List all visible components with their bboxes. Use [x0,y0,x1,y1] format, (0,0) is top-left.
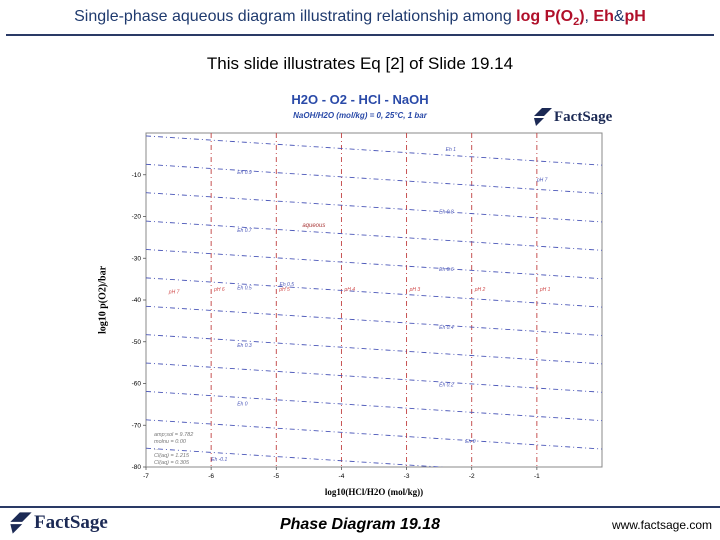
legend-line: molnu = 0.00 [154,439,186,445]
eh-line-label: Eh 0.7 [237,228,252,234]
header-rule [6,34,714,36]
legend-line: ... [154,446,159,452]
line-label: pH 7 [536,177,548,183]
legend-line: Cl(aq) = 1.215 [154,453,190,459]
footer-url[interactable]: www.factsage.com [611,518,712,532]
plot-legend-notes: amp;sol = 9.782 molnu = 0.00 ... Cl(aq) … [154,432,224,467]
legend-line: amp;sol = 9.782 [154,432,194,438]
eh-line-label: Eh 0.4 [439,325,454,331]
eh-line-label: Eh 0.2 [439,382,454,388]
eh-line-label: Eh 0.9 [237,170,252,176]
factsage-logo-icon [534,108,552,126]
x-tick-label: -6 [208,473,214,480]
eh-line-label: Eh 0 [465,439,476,445]
eh-line-label: Eh 0.8 [439,210,454,216]
eh-line [146,334,602,365]
y-axis-label: log10 p(O2)/bar [97,265,109,335]
factsage-logo-text: FactSage [554,108,613,125]
eh-line-label: Eh 0.3 [237,343,252,349]
y-tick-label: -70 [132,422,142,429]
eh-line [146,277,602,308]
y-tick-label: -60 [132,381,142,388]
footer-rule [0,506,720,508]
title-highlight-ph: pH [624,8,646,25]
factsage-logo-top: FactSage [532,106,612,128]
eh-line [146,220,602,251]
eh-line [146,419,602,450]
x-tick-label: -3 [404,473,410,480]
footer-title: Phase Diagram 19.18 [279,516,441,533]
eh-line-label: Eh 1 [446,147,457,153]
y-tick-label: -10 [132,172,142,179]
plot-title: H2O - O2 - HCl - NaOH [291,92,429,107]
x-tick-label: -1 [534,473,540,480]
eh-line [146,305,602,336]
factsage-logo-text: FactSage [34,512,108,533]
ph-line-label: pH 7 [168,290,180,296]
ph-line-label: pH 2 [474,287,486,293]
ph-line-label: pH 6 [213,287,225,293]
eh-line-label: Eh 0.6 [439,267,454,273]
y-tick-label: -20 [132,214,142,221]
x-tick-label: -2 [469,473,475,480]
eh-line [146,249,602,280]
factsage-logo-footer: FactSage [8,510,108,536]
x-axis-label: log10(HCl/H2O (mol/kg)) [324,487,424,497]
ph-line-label: pH 3 [409,287,421,293]
title-highlight-po2: log P(O2) [516,8,585,29]
x-tick-label: -4 [339,473,345,480]
slide-title: Single-phase aqueous diagram illustratin… [74,8,646,29]
eh-line-label: Eh 0 [237,402,248,408]
eh-line [146,362,602,393]
slide-subtitle: This slide illustrates Eq [2] of Slide 1… [206,54,514,73]
region-label: aqueous [302,223,325,229]
line-label: Eh 0.5 [280,282,295,288]
plot-frame [145,132,603,468]
ph-line-label: pH 4 [343,287,355,293]
slide-header: Single-phase aqueous diagram illustratin… [0,0,720,36]
plot-conditions: NaOH/H2O (mol/kg) = 0, 25°C, 1 bar [293,111,427,120]
eh-line [146,163,602,194]
y-tick-label: -30 [132,255,142,262]
eh-line [146,135,602,166]
x-tick-label: -7 [143,473,149,480]
x-tick-label: -5 [273,473,279,480]
eh-line-label: Eh -0.1 [211,457,227,463]
title-highlight-eh: Eh [593,8,614,25]
ph-line-label: pH 1 [539,287,551,293]
eh-line-label: Eh 0.5 [237,286,252,292]
eh-line [146,192,602,223]
eh-line [146,390,602,422]
y-tick-label: -40 [132,297,142,304]
eh-line [146,447,447,467]
ph-line-label: pH 5 [278,287,290,293]
y-tick-label: -50 [132,339,142,346]
legend-line: Cl(aq) = 0.305 [154,460,190,466]
y-tick-label: -80 [132,464,142,471]
factsage-logo-icon [10,512,32,534]
